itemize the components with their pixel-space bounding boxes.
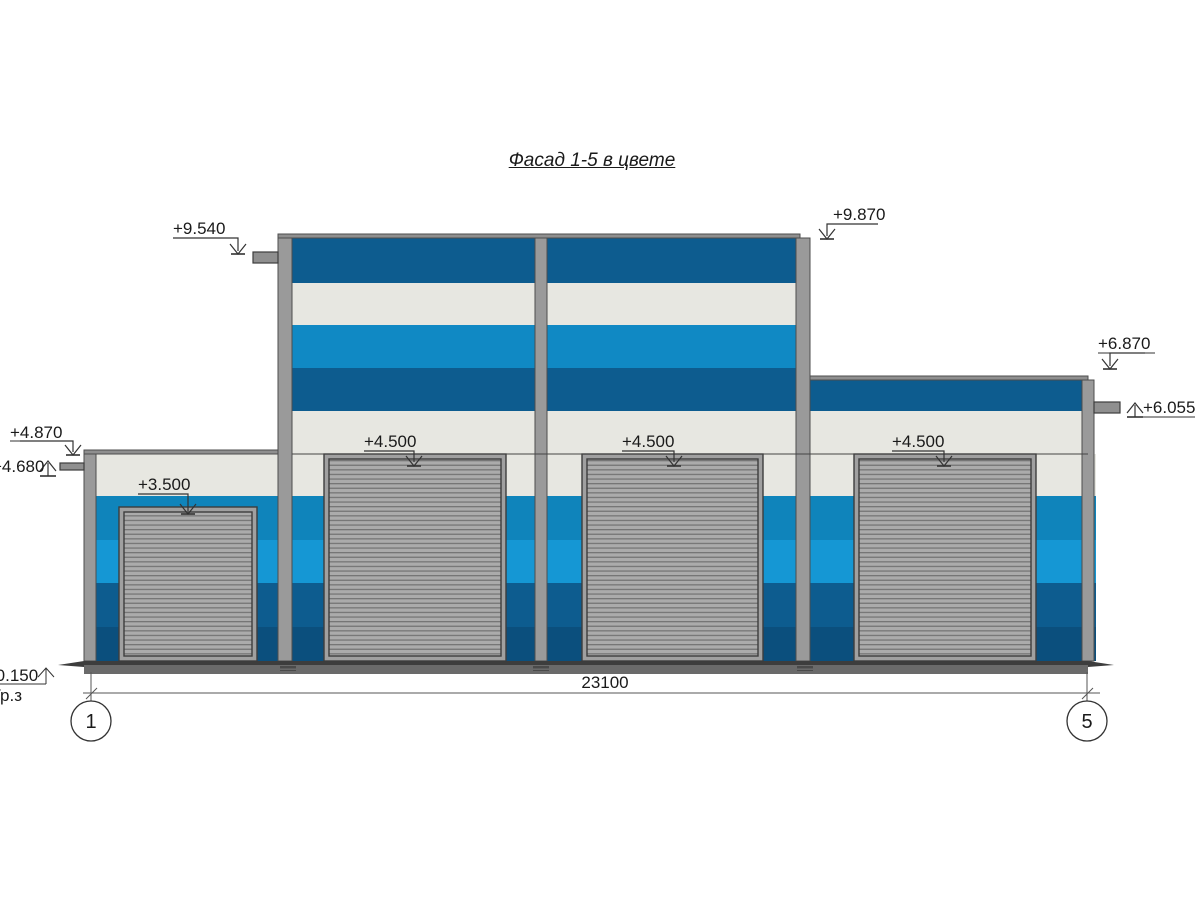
svg-text:Ур.з: Ур.з (0, 686, 22, 705)
svg-text:+6.870: +6.870 (1098, 334, 1150, 353)
svg-text:+9.540: +9.540 (173, 219, 225, 238)
svg-text:5: 5 (1081, 711, 1092, 733)
svg-text:+9.870: +9.870 (833, 205, 885, 224)
svg-text:+3.500: +3.500 (138, 475, 190, 494)
svg-text:+4.870: +4.870 (10, 423, 62, 442)
svg-text:1: 1 (85, 711, 96, 733)
svg-text:23100: 23100 (581, 673, 628, 692)
svg-text:-0.150: -0.150 (0, 666, 38, 685)
svg-text:+4.680: +4.680 (0, 457, 44, 476)
svg-text:+4.500: +4.500 (364, 432, 416, 451)
svg-text:+4.500: +4.500 (892, 432, 944, 451)
svg-text:+4.500: +4.500 (622, 432, 674, 451)
svg-text:+6.055: +6.055 (1143, 398, 1195, 417)
